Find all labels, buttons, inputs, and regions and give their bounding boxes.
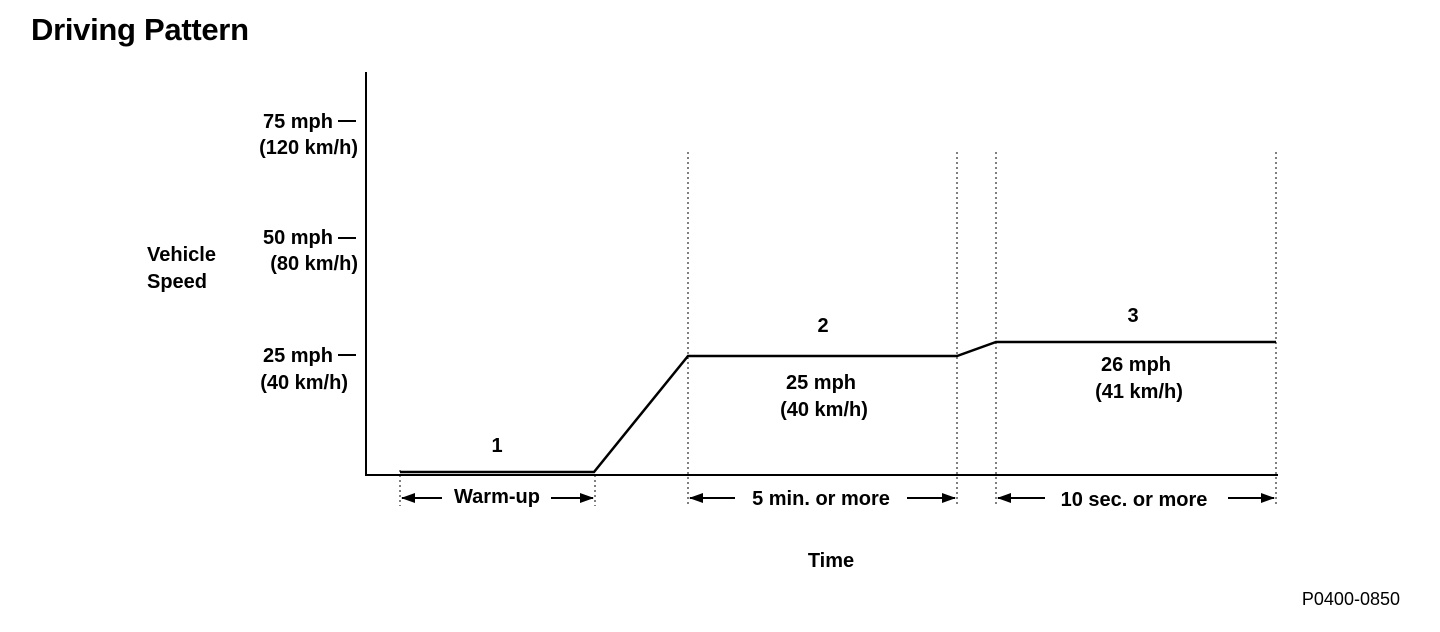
y-tick-label-75-mph: 75 mph (263, 111, 333, 133)
phase-1-number: 1 (491, 435, 502, 457)
phase-2-speed-mph: 25 mph (786, 372, 856, 394)
y-axis-label-line-2: Speed (147, 271, 207, 293)
page-title: Driving Pattern (31, 12, 249, 47)
y-tick-label-25-kmh: (40 km/h) (260, 372, 348, 394)
y-tick-label-75-kmh: (120 km/h) (259, 137, 358, 159)
phase-3-speed-mph: 26 mph (1101, 354, 1171, 376)
y-tick-label-50-mph: 50 mph (263, 227, 333, 249)
phase-2-speed-kmh: (40 km/h) (780, 399, 868, 421)
phase-1-interval-label: Warm-up (454, 486, 540, 508)
phase-3-speed-kmh: (41 km/h) (1095, 381, 1183, 403)
phase-2-interval-label: 5 min. or more (752, 488, 890, 510)
y-axis-label-line-1: Vehicle (147, 244, 216, 266)
x-axis-label: Time (808, 550, 854, 572)
phase-3-number: 3 (1127, 305, 1138, 327)
speed-profile-line (400, 340, 1276, 474)
y-tick-label-25-mph: 25 mph (263, 345, 333, 367)
y-tick-label-50-kmh: (80 km/h) (270, 253, 358, 275)
phase-2-number: 2 (817, 315, 828, 337)
phase-3-interval-label: 10 sec. or more (1061, 489, 1208, 511)
figure-code: P0400-0850 (1301, 589, 1400, 609)
